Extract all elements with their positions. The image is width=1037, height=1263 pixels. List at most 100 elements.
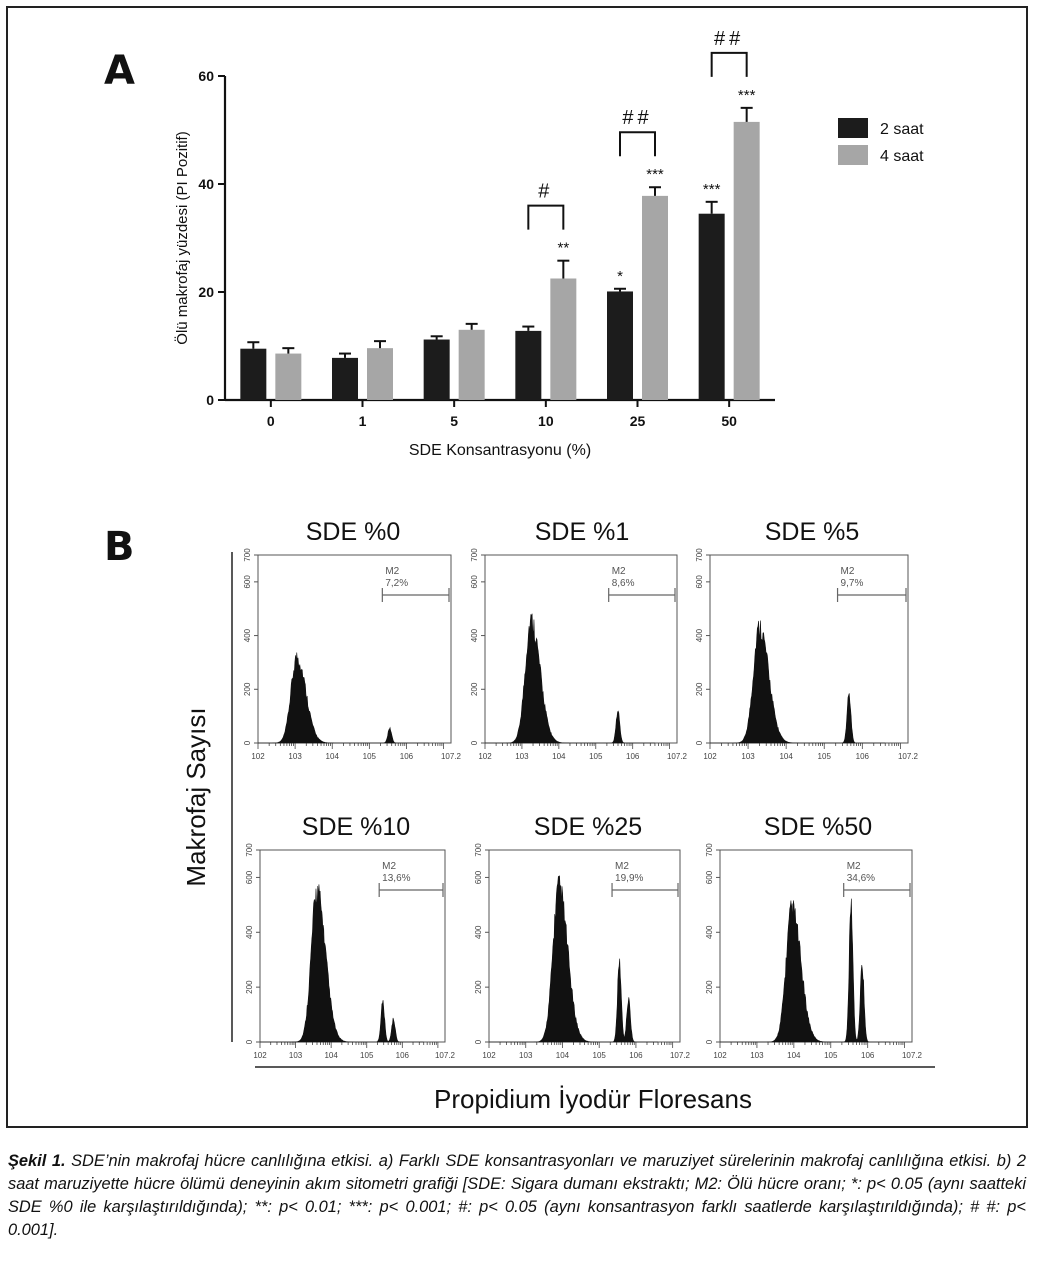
x-tick-label: 25	[630, 413, 646, 429]
hist-y-tick-label: 400	[695, 628, 704, 642]
hist-x-tick-label: 102	[713, 1051, 727, 1060]
b-x-axis-title: Propidium İyodür Floresans	[434, 1084, 752, 1114]
histogram-title: SDE %1	[535, 518, 629, 546]
hist-y-tick-label: 0	[474, 1039, 483, 1044]
hist-x-tick-label: 102	[482, 1051, 496, 1060]
hist-x-tick-label: 107.2	[898, 752, 919, 761]
bar	[550, 278, 577, 400]
hist-x-tick-label: 103	[741, 752, 755, 761]
histogram-title: SDE %0	[306, 518, 400, 546]
x-tick-label: 50	[721, 413, 737, 429]
bracket-label: ##	[622, 107, 652, 129]
histogram-frame	[719, 849, 913, 1043]
hist-x-tick-label: 105	[360, 1051, 374, 1060]
x-axis-title: SDE Konsantrasyonu (%)	[409, 442, 591, 459]
hist-y-tick-label: 0	[245, 1039, 254, 1044]
m2-gate-label: M2	[847, 861, 861, 872]
m2-gate-percent: 8,6%	[612, 578, 635, 589]
histogram-panel: SDE %50 0 200 400 600 700 102 103 104 105 106 107.2…	[705, 813, 923, 1060]
m2-gate-label: M2	[612, 566, 626, 577]
hist-x-tick-label: 105	[589, 752, 603, 761]
hist-x-tick-label: 105	[824, 1051, 838, 1060]
hist-x-tick-label: 104	[556, 1051, 570, 1060]
hist-x-tick-label: 103	[288, 752, 302, 761]
hist-x-tick-label: 104	[324, 1051, 338, 1060]
comparison-bracket	[527, 204, 565, 230]
hist-x-tick-label: 102	[251, 752, 265, 761]
hist-y-tick-label: 600	[474, 870, 483, 884]
histogram-distribution	[260, 884, 424, 1043]
figure-frame	[6, 6, 1028, 1128]
hist-x-tick-label: 103	[750, 1051, 764, 1060]
hist-x-tick-label: 104	[552, 752, 566, 761]
panel-a-letter: A	[104, 48, 135, 94]
bar	[423, 339, 450, 400]
hist-y-tick-label: 0	[470, 740, 479, 745]
y-tick-label: 0	[206, 392, 214, 408]
x-tick-label: 1	[359, 413, 367, 429]
hist-y-tick-label: 0	[243, 740, 252, 745]
bar	[733, 121, 760, 401]
hist-y-tick-label: 200	[695, 682, 704, 696]
hist-x-tick-label: 102	[478, 752, 492, 761]
hist-x-tick-label: 105	[818, 752, 832, 761]
caption-label: Şekil 1.	[8, 1152, 66, 1170]
y-tick-label: 20	[198, 284, 214, 300]
significance-label: ***	[738, 87, 756, 104]
significance-label: *	[617, 268, 623, 285]
bar	[367, 348, 393, 400]
legend-swatch	[838, 118, 868, 138]
hist-y-tick-label: 400	[705, 925, 714, 939]
histogram-panel: SDE %0 0 200 400 600 700 102 103 104 105 106 107.2 M…	[243, 518, 462, 761]
significance-label: ***	[646, 166, 664, 183]
hist-y-tick-label: 200	[705, 980, 714, 994]
y-axis-title: Ölü makrofaj yüzdesi (PI Pozitif)	[173, 131, 191, 344]
m2-gate-percent: 7,2%	[385, 578, 408, 589]
hist-x-tick-label: 107.2	[667, 752, 688, 761]
m2-gate-label: M2	[382, 861, 396, 872]
y-tick-label: 60	[198, 68, 214, 84]
bracket-label: ##	[714, 28, 744, 50]
bar	[642, 195, 668, 400]
significance-label: **	[557, 240, 569, 257]
bar	[332, 357, 358, 400]
hist-y-tick-label: 0	[695, 740, 704, 745]
hist-y-tick-label: 400	[245, 925, 254, 939]
y-tick-label: 40	[198, 176, 214, 192]
histogram-frame	[484, 554, 678, 744]
hist-x-tick-label: 106	[626, 752, 640, 761]
hist-y-tick-label: 600	[695, 575, 704, 589]
hist-x-tick-label: 107.2	[441, 752, 462, 761]
panel-b: B Makrofaj Sayısı Propidium İyodür Floresa…	[104, 518, 935, 1114]
hist-y-tick-label: 700	[705, 843, 714, 857]
hist-x-tick-label: 104	[326, 752, 340, 761]
hist-x-tick-label: 107.2	[435, 1051, 456, 1060]
x-tick-label: 0	[267, 413, 275, 429]
m2-gate-percent: 19,9%	[615, 873, 643, 884]
bar	[240, 348, 267, 400]
figure-caption: Şekil 1. SDE’nin makrofaj hücre canlılığ…	[8, 1150, 1026, 1242]
legend-label: 4 saat	[880, 148, 924, 165]
hist-y-tick-label: 700	[470, 548, 479, 562]
bar	[458, 329, 485, 400]
histogram-panel: SDE %5 0 200 400 600 700 102 103 104 105 106 107.2 M…	[695, 518, 919, 761]
hist-y-tick-label: 400	[243, 628, 252, 642]
histogram-frame	[257, 554, 452, 744]
hist-y-tick-label: 200	[245, 980, 254, 994]
hist-x-tick-label: 102	[703, 752, 717, 761]
legend-label: 2 saat	[880, 121, 924, 138]
m2-gate-label: M2	[841, 566, 855, 577]
hist-y-tick-label: 200	[470, 682, 479, 696]
hist-x-tick-label: 106	[400, 752, 414, 761]
hist-y-tick-label: 700	[474, 843, 483, 857]
histogram-panel: SDE %1 0 200 400 600 700 102 103 104 105 106 107.2 M…	[470, 518, 688, 761]
bracket-label: #	[538, 181, 553, 203]
hist-y-tick-label: 400	[470, 628, 479, 642]
histogram-title: SDE %5	[765, 518, 859, 546]
histogram-distribution	[485, 613, 655, 744]
histogram-distribution	[489, 875, 658, 1043]
hist-x-tick-label: 103	[289, 1051, 303, 1060]
histogram-frame	[709, 554, 909, 744]
